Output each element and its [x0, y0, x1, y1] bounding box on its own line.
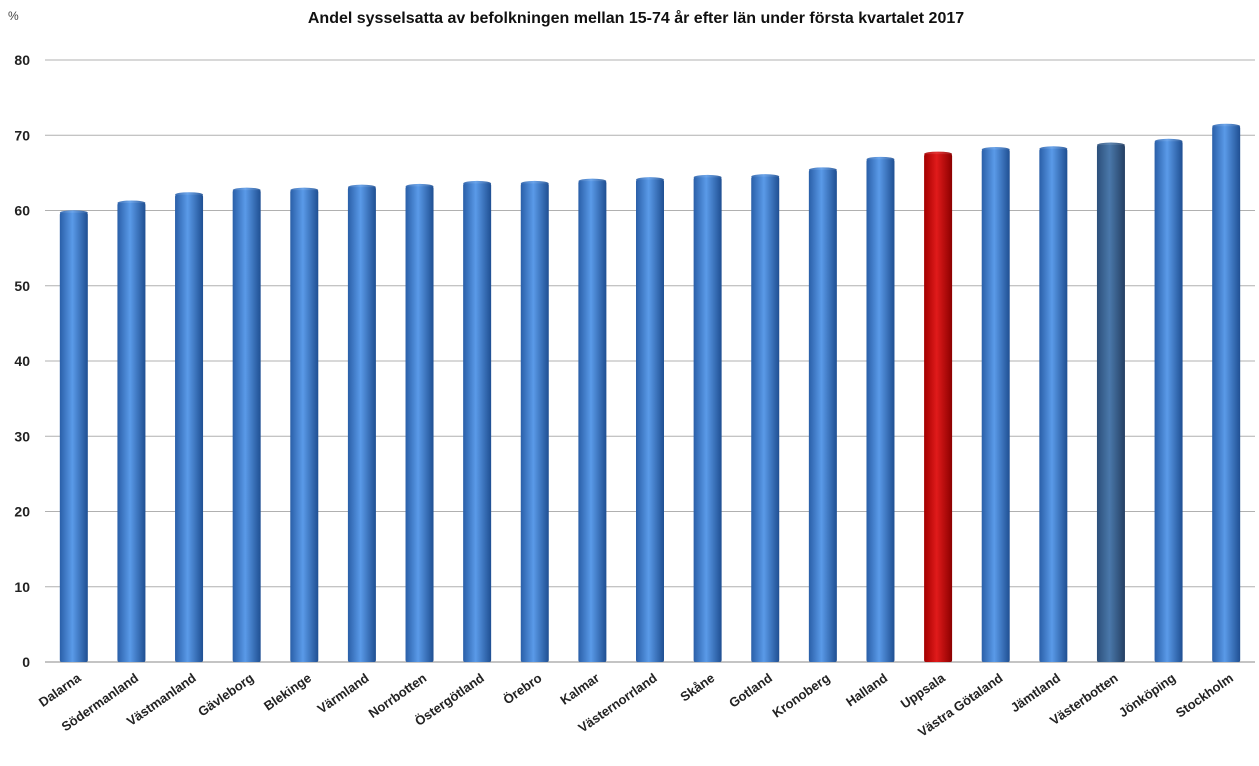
bar-cap — [808, 167, 837, 173]
bar-stockholm — [1212, 126, 1241, 663]
bar-kalmar — [578, 181, 607, 662]
bars — [59, 123, 1241, 663]
bar-cap — [347, 184, 376, 190]
bar-cap — [981, 147, 1010, 153]
x-category-label: Uppsala — [898, 670, 949, 712]
bar-cap — [117, 200, 146, 206]
bar-gävleborg — [232, 190, 261, 662]
y-tick-label: 0 — [22, 654, 30, 670]
bar-dalarna — [59, 212, 88, 662]
y-tick-label: 80 — [14, 52, 30, 68]
bar-cap — [290, 187, 319, 193]
bar-västmanland — [175, 194, 204, 662]
bar-gotland — [751, 176, 780, 662]
y-tick-label: 10 — [14, 579, 30, 595]
chart-title: Andel sysselsatta av befolkningen mellan… — [308, 9, 964, 27]
x-category-label: Stockholm — [1173, 670, 1236, 720]
x-category-label: Blekinge — [261, 670, 314, 713]
y-tick-label: 50 — [14, 278, 30, 294]
x-category-label: Jönköping — [1116, 670, 1178, 720]
bar-örebro — [520, 183, 549, 662]
x-category-label: Gotland — [726, 670, 775, 710]
bar-kronoberg — [808, 169, 837, 663]
y-tick-label: 20 — [14, 504, 30, 520]
y-axis-unit-label: % — [8, 9, 19, 23]
bar-jönköping — [1154, 141, 1183, 662]
bar-cap — [1154, 138, 1183, 144]
bar-södermanland — [117, 202, 146, 662]
bar-västra-götaland — [981, 149, 1010, 663]
bar-östergötland — [463, 183, 492, 662]
bar-cap — [463, 180, 492, 186]
x-category-label: Dalarna — [36, 670, 84, 710]
bar-cap — [578, 178, 607, 184]
x-category-label: Kalmar — [557, 670, 602, 708]
x-category-label: Örebro — [500, 670, 544, 707]
bar-cap — [232, 187, 261, 193]
bar-västerbotten — [1096, 145, 1125, 663]
bar-cap — [405, 183, 434, 189]
bar-cap — [751, 174, 780, 180]
x-category-label: Kronoberg — [770, 670, 833, 720]
y-axis-ticks: 0 10 20 30 40 50 60 70 80 — [14, 52, 30, 670]
bar-jämtland — [1039, 148, 1068, 663]
bar-cap — [636, 177, 664, 183]
bar-cap — [175, 192, 204, 198]
x-category-label: Skåne — [677, 670, 717, 704]
bar-cap — [1096, 142, 1125, 148]
x-category-label: Halland — [843, 670, 890, 709]
x-category-label: Jämtland — [1008, 670, 1063, 715]
bar-värmland — [347, 187, 376, 663]
bar-cap — [1212, 123, 1241, 129]
bar-cap — [693, 174, 722, 180]
bar-blekinge — [290, 190, 319, 662]
x-category-label: Gävleborg — [195, 670, 256, 719]
bar-cap — [520, 180, 549, 186]
bar-cap — [1039, 146, 1068, 152]
x-category-label: Värmland — [314, 670, 371, 716]
y-tick-label: 30 — [14, 428, 30, 444]
bar-uppsala — [924, 154, 953, 662]
bar-skåne — [693, 177, 722, 662]
bar-cap — [866, 156, 895, 162]
y-tick-label: 40 — [14, 353, 30, 369]
bar-västernorrland — [636, 179, 664, 662]
bar-halland — [866, 159, 895, 662]
bar-cap — [59, 210, 88, 216]
bar-cap — [924, 151, 953, 157]
bar-norrbotten — [405, 186, 434, 663]
y-tick-label: 60 — [14, 203, 30, 219]
y-tick-label: 70 — [14, 127, 30, 143]
